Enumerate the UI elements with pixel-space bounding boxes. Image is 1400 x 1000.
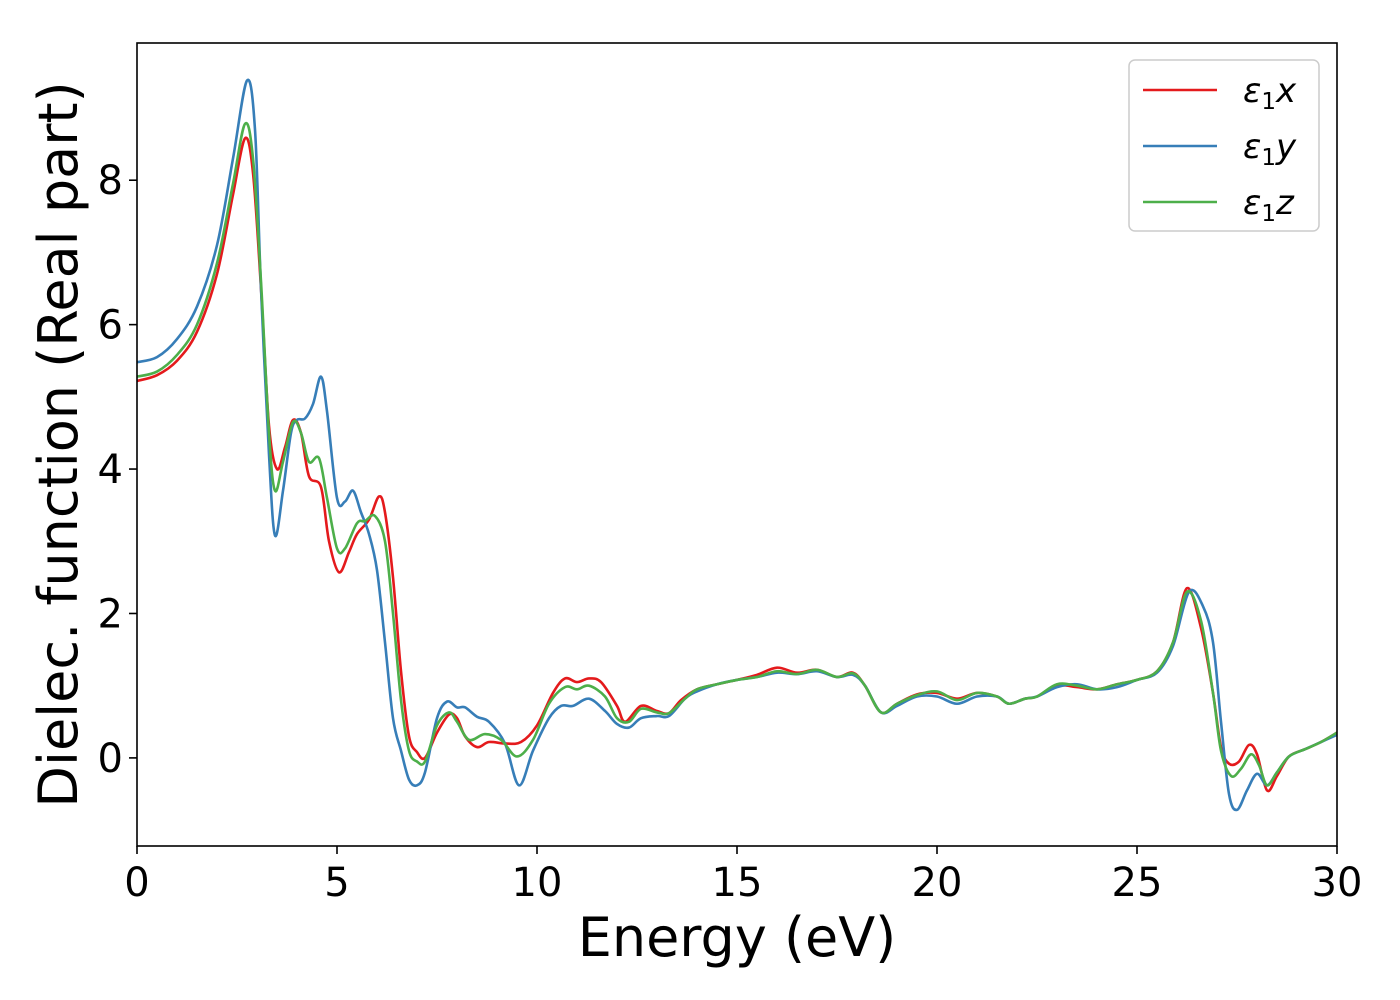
x-tick-label: 30 (1312, 860, 1363, 906)
legend: ε1x ε1y ε1z (1128, 59, 1320, 232)
legend-label-z: ε1z (1243, 183, 1295, 227)
y-axis-label: Dielec. function (Real part) (27, 81, 90, 807)
legend-label-x: ε1x (1243, 71, 1297, 115)
x-axis: 0 5 10 15 20 25 30 (124, 846, 1362, 906)
y-axis: 0 2 4 6 8 (98, 158, 137, 782)
x-tick-label: 25 (1112, 860, 1163, 906)
y-tick-label: 2 (98, 591, 123, 637)
x-tick-label: 5 (324, 860, 349, 906)
legend-box (1128, 59, 1320, 232)
x-tick-label: 20 (912, 860, 963, 906)
x-axis-label: Energy (eV) (578, 906, 897, 969)
y-tick-label: 0 (98, 736, 123, 782)
y-tick-label: 8 (98, 158, 123, 204)
series-line-z (137, 121, 1337, 787)
x-tick-label: 15 (712, 860, 763, 906)
series-layer (137, 78, 1337, 812)
legend-label-y: ε1y (1243, 127, 1297, 171)
x-tick-label: 10 (512, 860, 563, 906)
x-tick-label: 0 (124, 860, 149, 906)
y-tick-label: 4 (98, 447, 123, 493)
y-tick-label: 6 (98, 303, 123, 349)
